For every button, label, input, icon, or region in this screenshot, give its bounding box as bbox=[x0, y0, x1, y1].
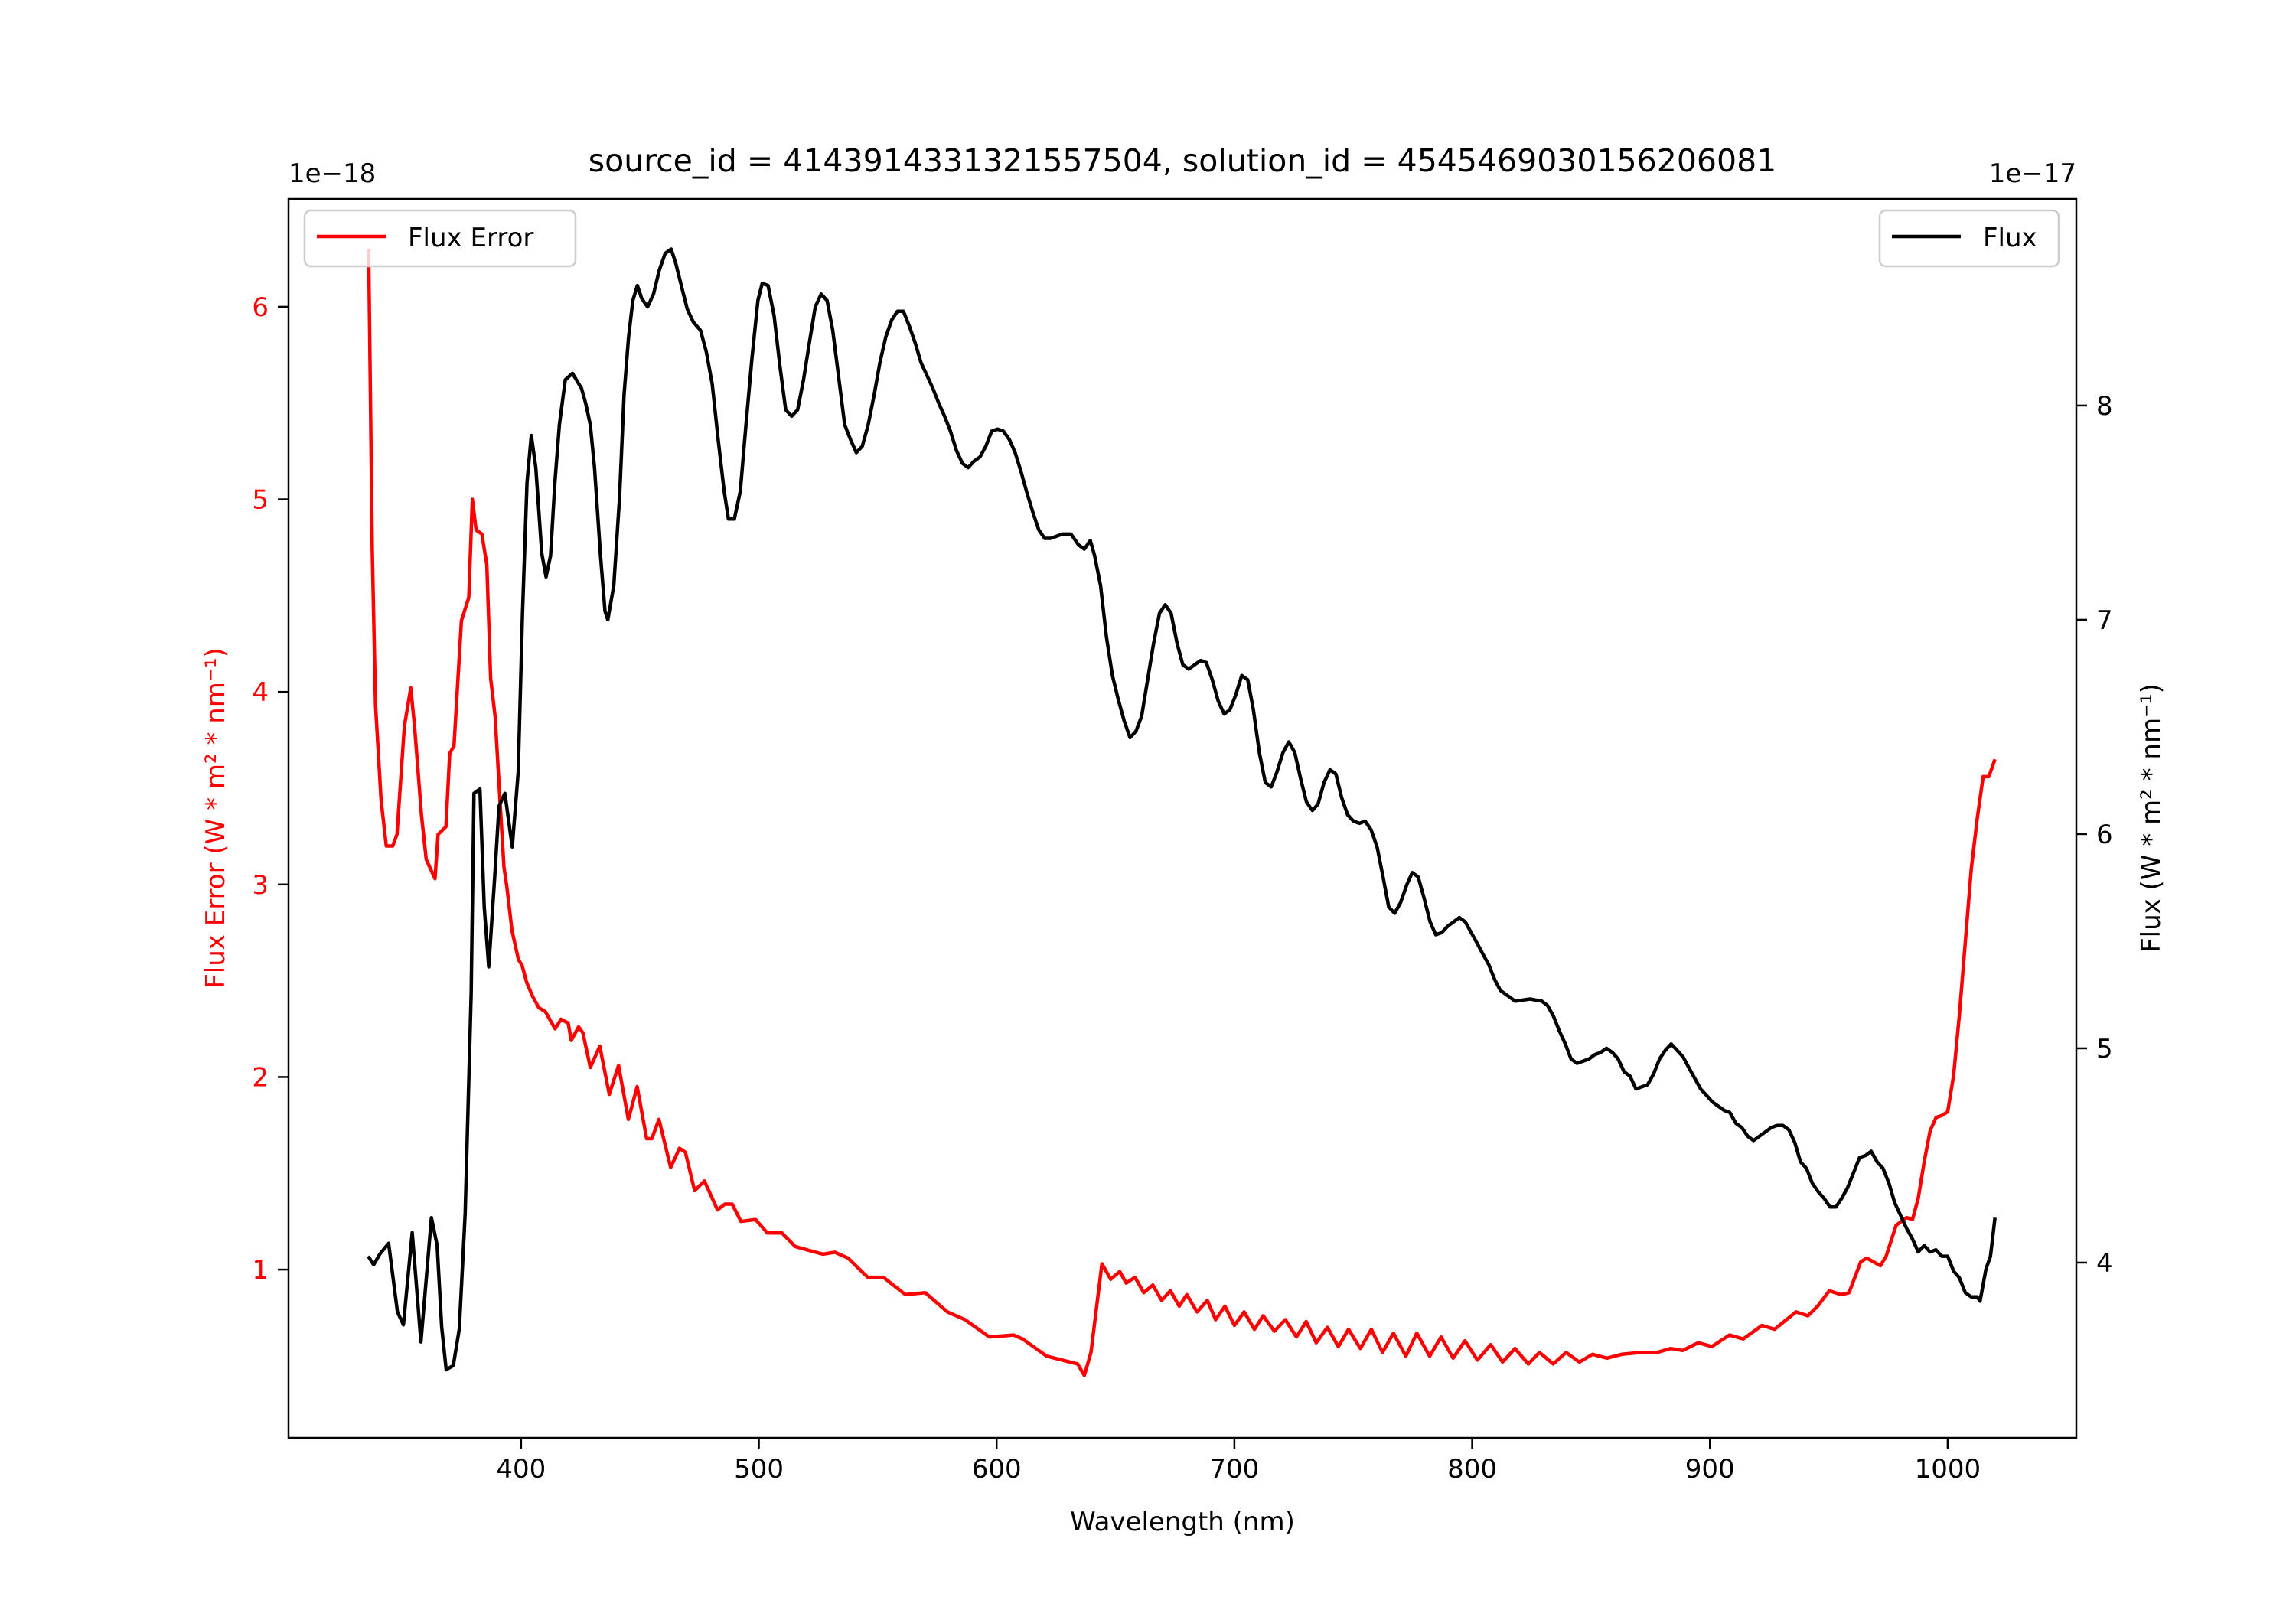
right-y-tick-label: 8 bbox=[2096, 391, 2113, 422]
right-y-tick-label: 6 bbox=[2096, 820, 2113, 850]
legend-label: Flux Error bbox=[408, 223, 533, 253]
x-tick-label: 1000 bbox=[1915, 1454, 1981, 1485]
x-tick-label: 700 bbox=[1209, 1454, 1259, 1485]
x-tick-label: 900 bbox=[1685, 1454, 1735, 1485]
left-y-tick-label: 5 bbox=[252, 485, 269, 516]
legend-label: Flux bbox=[1983, 223, 2037, 253]
right-y-tick-label: 7 bbox=[2096, 605, 2113, 636]
x-axis: 400 500 600 700 800 900 1000 bbox=[496, 1438, 1981, 1485]
x-tick-label: 500 bbox=[734, 1454, 784, 1485]
x-tick-label: 800 bbox=[1447, 1454, 1497, 1485]
series-layer bbox=[367, 247, 1997, 1377]
left-y-tick-label: 1 bbox=[252, 1255, 269, 1286]
left-y-axis: 1 2 3 4 5 6 bbox=[252, 292, 289, 1286]
right-y-tick-label: 4 bbox=[2096, 1248, 2113, 1279]
legend-flux-error: Flux Error bbox=[303, 209, 577, 268]
left-y-axis-label: Flux Error (W * m² * nm⁻¹) bbox=[201, 647, 231, 989]
chart-title: source_id = 4143914331321557504, solutio… bbox=[589, 142, 1777, 179]
plot-area bbox=[287, 197, 2078, 1439]
left-y-tick-label: 3 bbox=[252, 870, 269, 901]
right-y-tick-label: 5 bbox=[2096, 1034, 2113, 1064]
flux-line bbox=[367, 247, 1997, 1372]
left-y-tick-label: 6 bbox=[252, 292, 269, 323]
legend-box bbox=[1878, 209, 2060, 268]
x-tick-label: 600 bbox=[972, 1454, 1022, 1485]
legend-flux: Flux bbox=[1878, 209, 2060, 268]
left-offset-label: 1e−18 bbox=[289, 158, 376, 189]
left-y-tick-label: 4 bbox=[252, 677, 269, 708]
right-offset-label: 1e−17 bbox=[1989, 158, 2076, 189]
flux-error-line bbox=[367, 249, 1997, 1377]
right-y-axis: 4 5 6 7 8 bbox=[2076, 391, 2113, 1279]
right-y-axis-label: Flux (W * m² * nm⁻¹) bbox=[2136, 683, 2167, 953]
left-y-tick-label: 2 bbox=[252, 1062, 269, 1093]
x-axis-label: Wavelength (nm) bbox=[1070, 1507, 1295, 1537]
x-tick-label: 400 bbox=[496, 1454, 546, 1485]
legend-box bbox=[303, 209, 577, 268]
axes-frame bbox=[287, 197, 2078, 1439]
